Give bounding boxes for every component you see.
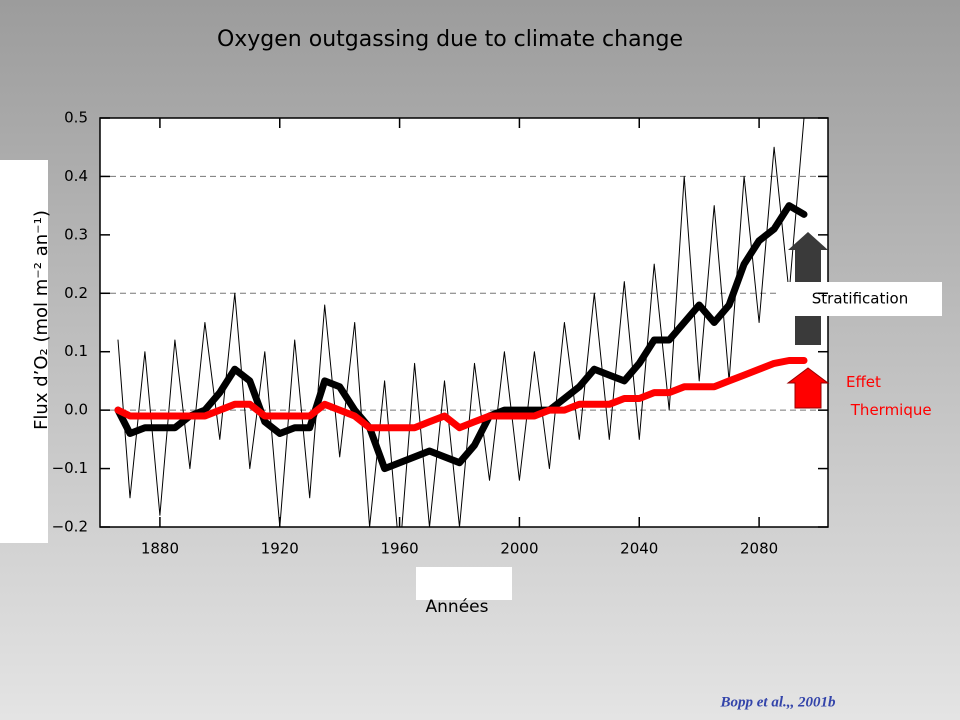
annotation: Effet Thermique [846,373,932,419]
y-axis-label: Flux d’O₂ (mol m⁻² an⁻¹) [31,210,52,430]
y-tick-label: 0.4 [64,167,88,185]
x-tick-label: 1960 [380,540,418,558]
thermal-arrow [786,367,830,409]
y-tick-label: 0.5 [64,109,88,127]
series-group [114,118,808,527]
label-box [0,160,48,543]
plot [100,118,828,527]
x-tick-label: 2040 [620,540,658,558]
y-tick-label: 0.1 [64,342,88,360]
y-tick-label: −0.2 [52,518,88,536]
y-tick-label: −0.1 [52,459,88,477]
x-tick-label: 1880 [141,540,179,558]
chart-title: Oxygen outgassing due to climate change [217,27,683,52]
annotation: Stratification [812,290,908,308]
series-line [114,357,808,432]
y-tick-label: 0.0 [64,401,88,419]
x-tick-label: 1920 [261,540,299,558]
label-box [416,567,512,600]
series-line [117,118,805,527]
y-tick-label: 0.3 [64,225,88,243]
series-line [114,202,808,473]
source: Bopp et al.,, 2001b [720,694,836,710]
y-tick-label: 0.2 [64,284,88,302]
x-axis-label: Années [426,597,489,617]
annotation-box [778,282,942,316]
x-tick-label: 2000 [500,540,538,558]
x-tick-label: 2080 [740,540,778,558]
plot-area [99,117,829,528]
